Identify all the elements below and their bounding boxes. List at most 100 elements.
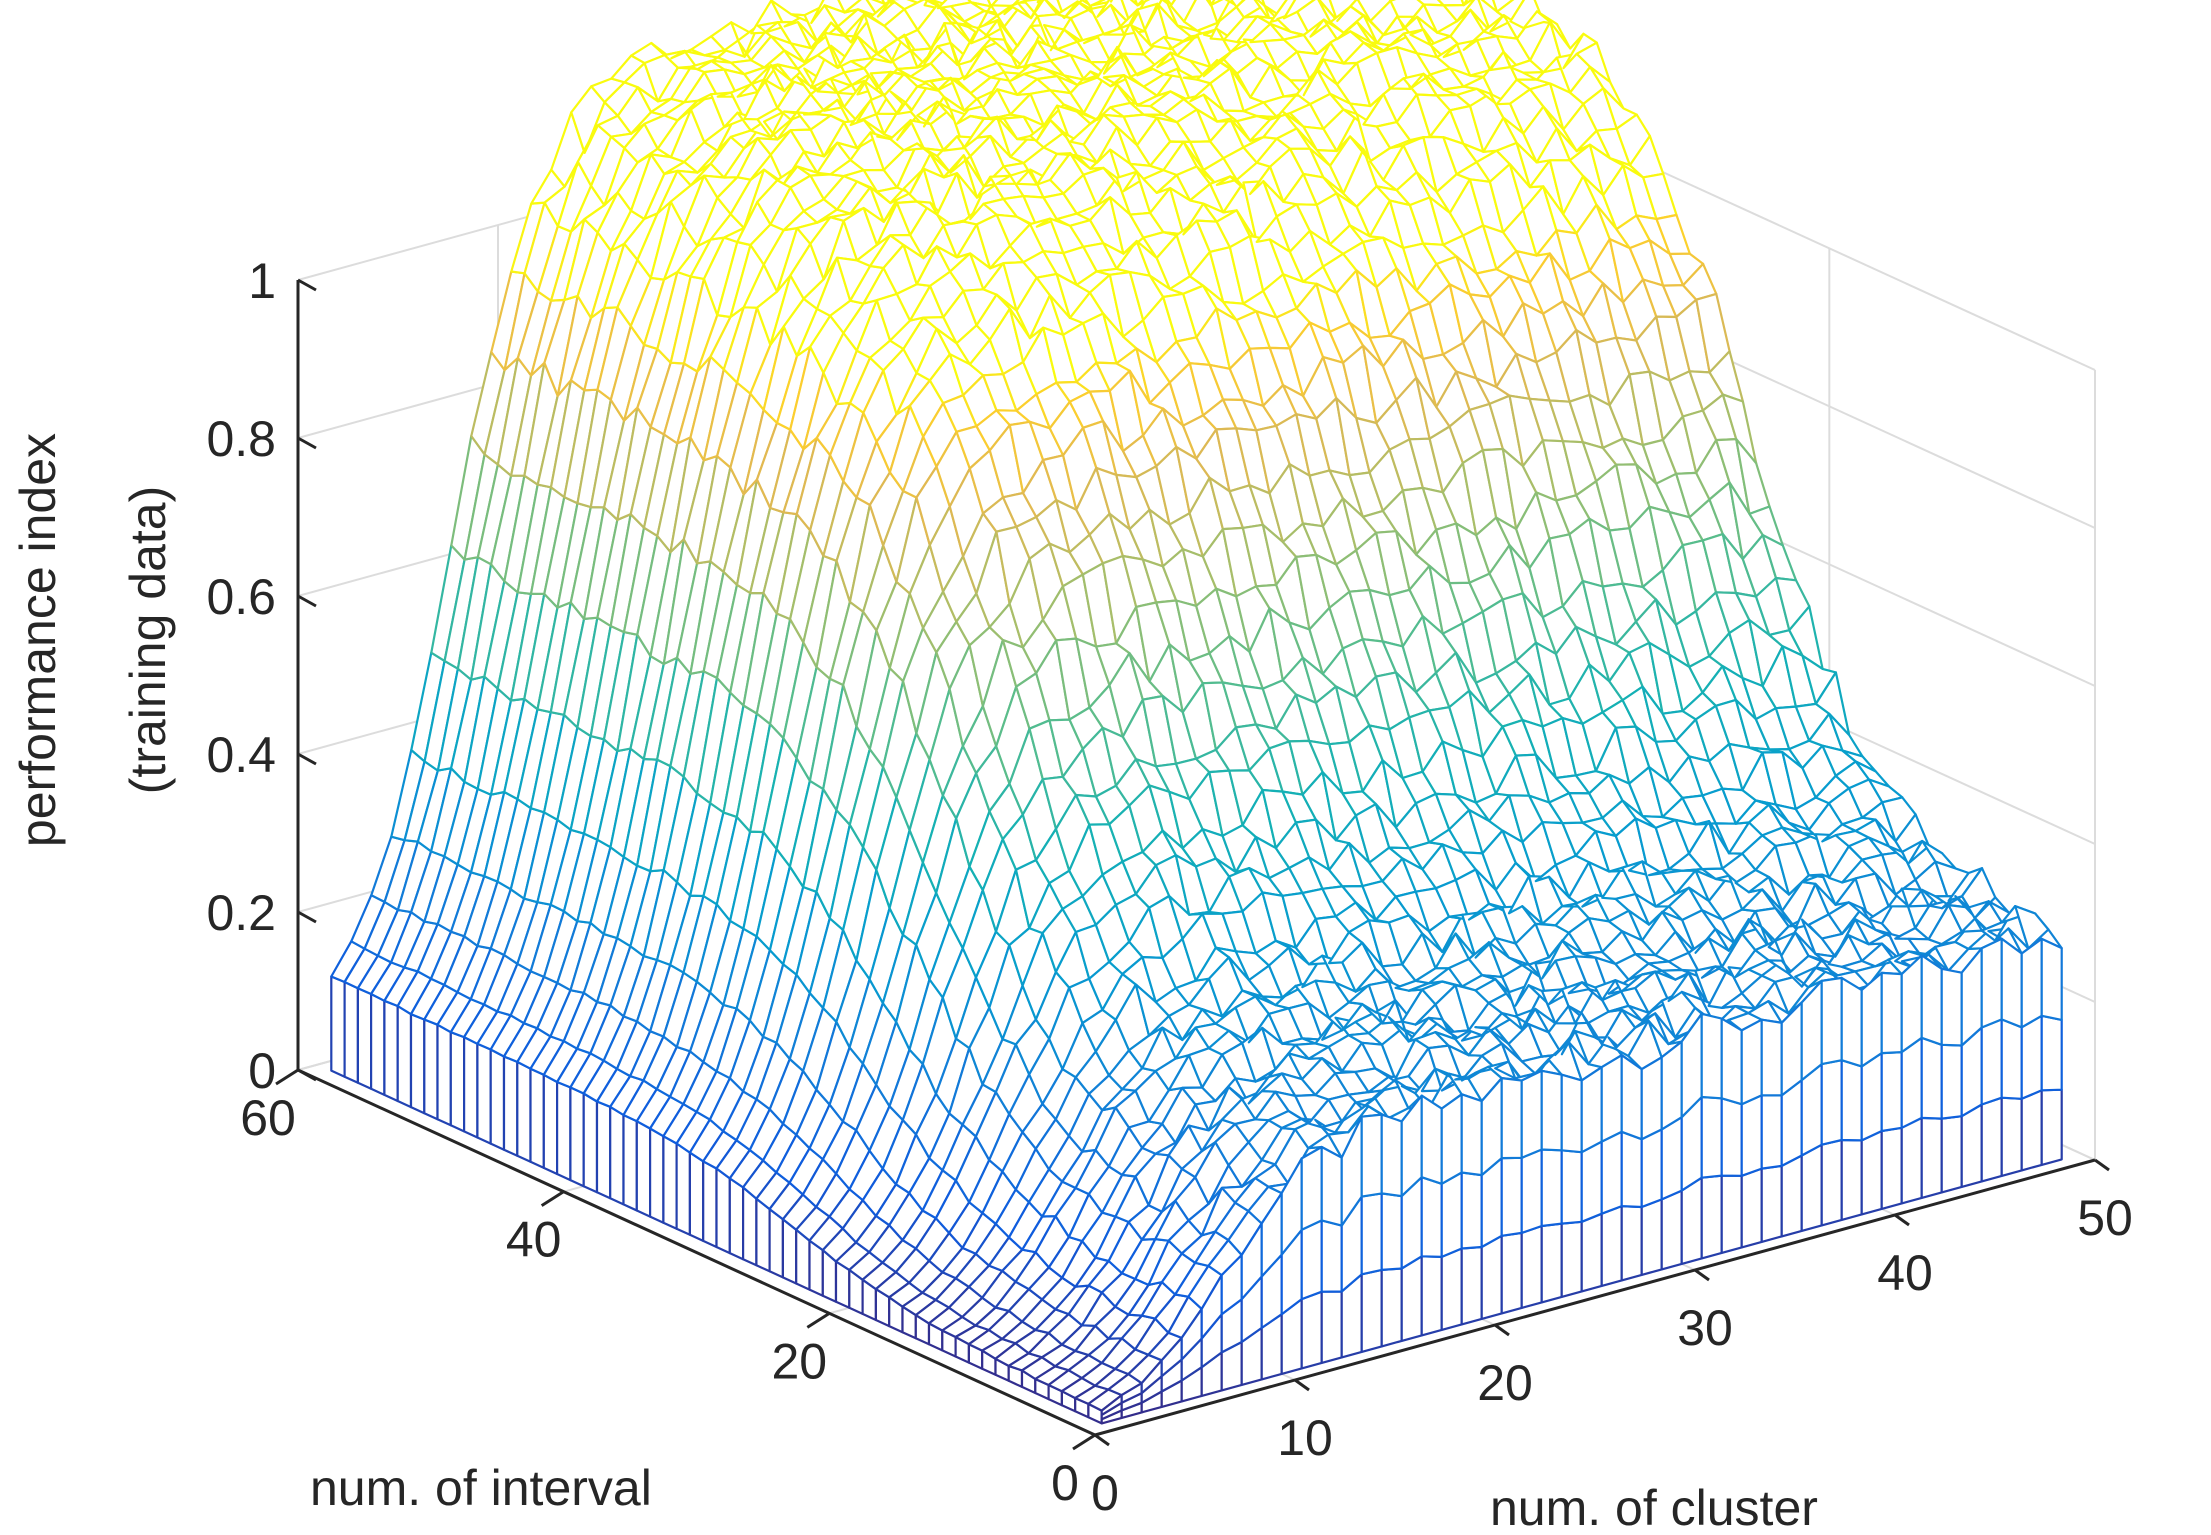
surface-facet bbox=[1640, 1056, 1663, 1141]
y-tick-label: 20 bbox=[771, 1333, 827, 1389]
surface-facet bbox=[569, 1086, 585, 1188]
z-axis-label: performance index (training data) bbox=[10, 433, 176, 847]
z-tick bbox=[297, 594, 317, 608]
surface-facet bbox=[1760, 1164, 1783, 1244]
surface-facet bbox=[1940, 967, 1963, 1047]
x-tick-label: 10 bbox=[1277, 1410, 1333, 1466]
y-tick-label: 0 bbox=[1051, 1455, 1079, 1511]
surface-facet bbox=[356, 987, 373, 1090]
z-axis-label-line1: performance index bbox=[10, 433, 66, 847]
x-tick bbox=[1294, 1378, 1310, 1392]
surface-facet bbox=[1460, 1245, 1483, 1326]
y-axis-line bbox=[297, 1068, 1096, 1437]
surface-facet bbox=[1700, 1012, 1723, 1100]
surface-facet bbox=[1620, 1130, 1643, 1209]
surface-mesh bbox=[330, 0, 2063, 1425]
z-tick bbox=[297, 910, 317, 924]
x-tick-label: 30 bbox=[1677, 1300, 1733, 1356]
surface-facet bbox=[1840, 1138, 1863, 1222]
surface-facet bbox=[1600, 1204, 1623, 1288]
surface-facet bbox=[1840, 976, 1863, 1068]
surface-facet bbox=[1760, 1094, 1783, 1170]
surface-facet bbox=[555, 1080, 572, 1182]
surface-facet bbox=[1640, 1128, 1663, 1209]
surface-facet bbox=[396, 1004, 413, 1109]
surface-facet bbox=[1420, 1176, 1443, 1259]
surface-facet bbox=[1660, 1189, 1683, 1271]
surface-facet bbox=[1620, 1054, 1643, 1141]
surface-facet bbox=[1940, 1043, 1963, 1120]
surface-facet bbox=[1720, 1097, 1743, 1177]
surface-facet bbox=[1660, 1116, 1683, 1201]
surface-facet bbox=[1540, 1069, 1563, 1152]
x-axis-label: num. of cluster bbox=[1490, 1480, 1818, 1535]
surface-facet bbox=[1740, 1167, 1763, 1249]
surface-facet bbox=[409, 1013, 426, 1115]
surface-facet bbox=[688, 1151, 705, 1243]
surface-facet bbox=[1540, 1222, 1563, 1304]
surface-facet bbox=[1860, 1129, 1883, 1216]
surface-facet bbox=[2000, 1018, 2023, 1100]
surface-facet bbox=[1500, 1231, 1523, 1315]
y-tick bbox=[806, 1312, 831, 1329]
surface-facet bbox=[1036, 0, 1042, 4]
surface-facet bbox=[542, 1073, 559, 1176]
surface-facet bbox=[1960, 1103, 1983, 1189]
surface-facet bbox=[1520, 1148, 1543, 1235]
surface-facet bbox=[1400, 1255, 1423, 1343]
surface-facet bbox=[648, 1127, 665, 1224]
surface-facet bbox=[1920, 1116, 1943, 1200]
surface-facet bbox=[1780, 1154, 1803, 1238]
z-tick-label: 0.4 bbox=[206, 727, 276, 783]
surface-facet bbox=[715, 1167, 731, 1255]
y-tick bbox=[275, 1068, 299, 1086]
surface-facet bbox=[1580, 1212, 1603, 1293]
surface-facet bbox=[2020, 1089, 2043, 1172]
surface-facet bbox=[741, 1186, 758, 1267]
surface-facet bbox=[1680, 1176, 1703, 1266]
x-tick bbox=[1894, 1213, 1910, 1227]
y-axis-label: num. of interval bbox=[310, 1460, 652, 1516]
surface-facet bbox=[2040, 1014, 2063, 1092]
surface-facet bbox=[1169, 0, 1197, 23]
x-tick-label: 20 bbox=[1477, 1355, 1533, 1411]
surface-facet bbox=[1540, 1148, 1563, 1228]
surface-facet bbox=[1440, 1247, 1463, 1332]
surface-facet bbox=[1580, 1140, 1603, 1223]
surface-facet bbox=[1920, 954, 1943, 1046]
surface-facet bbox=[516, 1060, 532, 1163]
x-tick-label: 40 bbox=[1877, 1245, 1933, 1301]
surface-facet bbox=[1209, 0, 1224, 7]
surface-facet bbox=[1820, 1059, 1843, 1146]
surface-facet bbox=[343, 980, 359, 1084]
surface-facet bbox=[662, 1135, 678, 1230]
surface-facet bbox=[1560, 1073, 1583, 1154]
surface-facet bbox=[1880, 1050, 1903, 1133]
surface-facet bbox=[1360, 1113, 1383, 1198]
surface-facet bbox=[609, 1105, 625, 1206]
surface-facet bbox=[1500, 1076, 1523, 1160]
surface-facet bbox=[330, 975, 346, 1078]
surface-facet bbox=[1320, 1219, 1343, 1293]
surface-facet bbox=[768, 1207, 785, 1279]
surface-facet bbox=[1360, 1268, 1383, 1354]
surface-facet bbox=[1460, 1093, 1483, 1177]
surface-facet bbox=[2020, 937, 2043, 1029]
surface-facet bbox=[1980, 1018, 2003, 1106]
surface-facet bbox=[728, 1177, 745, 1261]
surface-facet bbox=[2040, 937, 2063, 1022]
surface-facet bbox=[702, 1160, 718, 1249]
z-tick-label: 0.2 bbox=[206, 885, 276, 941]
z-tick bbox=[297, 278, 317, 292]
y-tick-label: 60 bbox=[240, 1090, 296, 1146]
surface-facet bbox=[1580, 1066, 1603, 1154]
surface-facet bbox=[436, 1023, 452, 1127]
surface-facet bbox=[1980, 1096, 2003, 1183]
surface-facet bbox=[2020, 1014, 2043, 1100]
surface-facet bbox=[1560, 1149, 1583, 1225]
surface-facet bbox=[675, 1142, 692, 1236]
surface-facet bbox=[2000, 1096, 2023, 1178]
surface-facet bbox=[2040, 1088, 2063, 1167]
surface-facet bbox=[1840, 1059, 1863, 1142]
surface-facet bbox=[1880, 971, 1903, 1055]
